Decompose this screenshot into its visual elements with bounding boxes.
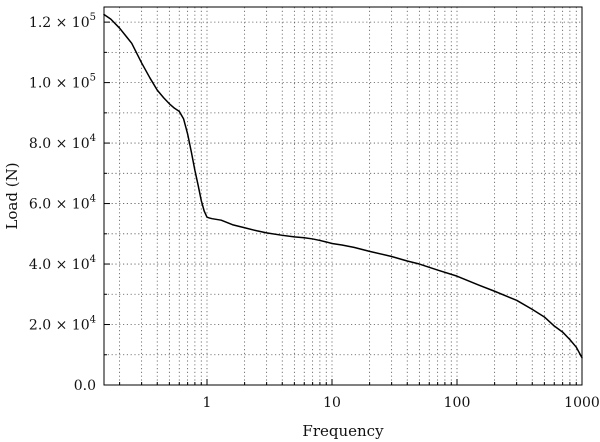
series-line: [103, 13, 583, 359]
x-tick-label: 100: [444, 395, 471, 411]
y-tick-label: 1.2 × 105: [29, 12, 96, 31]
y-tick-label: 0.0: [74, 378, 96, 394]
y-tick-label: 1.0 × 105: [29, 73, 96, 92]
y-tick-label: 8.0 × 104: [29, 133, 96, 152]
x-tick-label: 1: [203, 395, 212, 411]
x-tick-label: 10: [323, 395, 341, 411]
tick-marks: [104, 21, 583, 385]
plot-frame: [103, 6, 583, 386]
x-tick-label: 1000: [564, 395, 600, 411]
x-axis-label: Frequency: [302, 422, 384, 440]
y-tick-label: 6.0 × 104: [29, 194, 96, 213]
y-tick-label: 4.0 × 104: [29, 254, 96, 273]
y-axis-label: Load (N): [3, 162, 21, 229]
series-layer: [103, 13, 583, 359]
tick-labels: 1 10 100 1000 0.0 2.0 × 104 4.0 × 104 6.0 × 104…: [29, 12, 600, 411]
y-tick-label: 2.0 × 104: [29, 315, 96, 334]
